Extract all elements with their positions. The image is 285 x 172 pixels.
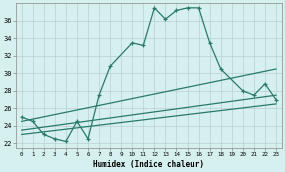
X-axis label: Humidex (Indice chaleur): Humidex (Indice chaleur)	[93, 159, 204, 169]
